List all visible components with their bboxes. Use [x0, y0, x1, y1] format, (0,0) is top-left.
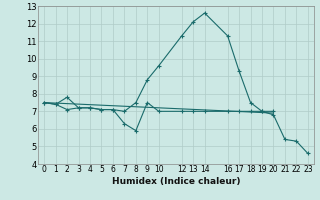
X-axis label: Humidex (Indice chaleur): Humidex (Indice chaleur) [112, 177, 240, 186]
